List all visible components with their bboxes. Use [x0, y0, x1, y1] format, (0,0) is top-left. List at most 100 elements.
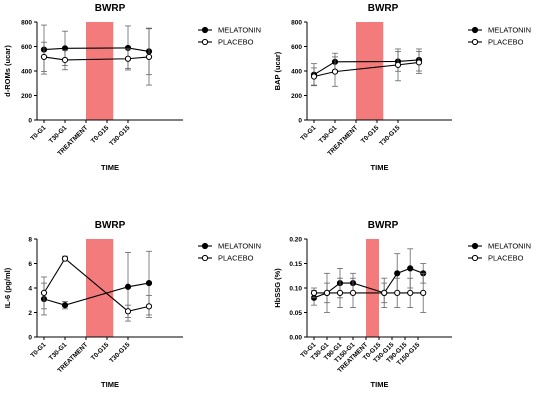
treatment-band [366, 239, 379, 337]
data-point [124, 308, 132, 315]
y-axis-label: BAP (ucar) [273, 51, 282, 90]
x-tick-label: T30-G1 [48, 124, 69, 145]
y-tick-label: 400 [21, 68, 32, 75]
x-tick-label: T0-G1 [29, 341, 47, 359]
legend-marker [471, 242, 479, 250]
y-tick-label: 0.20 [289, 236, 302, 243]
chart-title: BWRP [95, 220, 126, 231]
data-point [124, 55, 132, 62]
data-point [394, 61, 402, 68]
data-point [61, 56, 69, 64]
y-tick-label: 200 [291, 93, 302, 100]
y-tick-label: 8 [28, 236, 32, 243]
y-tick-label: 6 [28, 261, 32, 268]
legend: MELATONIN PLACEBO [468, 242, 531, 263]
data-point [331, 68, 339, 75]
data-point [407, 265, 414, 272]
x-axis-label: TIME [371, 163, 389, 172]
x-tick-label: T0-G15 [90, 341, 111, 362]
x-tick-label: T0-G1 [29, 124, 47, 142]
y-tick-label: 400 [291, 68, 302, 75]
series-placebo [310, 48, 423, 87]
legend-entry: PLACEBO [488, 38, 524, 47]
series-line [43, 282, 150, 306]
x-axis-label: TIME [101, 380, 119, 389]
data-point [145, 303, 153, 310]
legend: MELATONIN PLACEBO [468, 26, 531, 47]
x-axis-label: TIME [371, 380, 389, 389]
y-axis-label: d-ROMs (ucar) [3, 45, 12, 97]
data-point [420, 289, 427, 296]
series-placebo [40, 255, 153, 318]
y-tick-label: 800 [291, 19, 302, 26]
legend-entry: PLACEBO [218, 38, 254, 47]
data-point [394, 289, 401, 296]
y-tick-label: 600 [21, 44, 32, 51]
treatment-band [86, 22, 114, 120]
chart-title: BWRP [368, 220, 399, 231]
y-tick-label: 200 [21, 93, 32, 100]
legend-entry: MELATONIN [488, 242, 531, 251]
legend-marker [471, 38, 479, 46]
data-point [381, 289, 388, 296]
data-point [145, 280, 153, 287]
data-point [394, 270, 401, 277]
legend: MELATONIN PLACEBO [198, 26, 261, 47]
legend: MELATONIN PLACEBO [198, 242, 261, 263]
series-line [43, 56, 150, 61]
y-tick-label: 0 [298, 117, 302, 124]
data-point [415, 59, 423, 66]
legend-marker [471, 26, 479, 34]
y-tick-label: 0 [28, 334, 32, 341]
y-axis-label: IL-6 (pg/ml) [3, 267, 12, 308]
legend-marker [201, 254, 209, 262]
chart-panel-4: 0.000.050.100.150.20T0-G1T30-G1T90-G1T15… [273, 220, 531, 389]
chart-title: BWRP [95, 3, 126, 14]
data-point [407, 289, 414, 296]
data-point [61, 302, 69, 309]
x-tick-label: T30-G15 [378, 124, 401, 147]
data-point [349, 289, 357, 296]
data-point [124, 283, 132, 290]
y-tick-label: 0.10 [289, 285, 302, 292]
y-tick-label: 0.15 [289, 261, 302, 268]
legend-entry: PLACEBO [488, 254, 524, 263]
x-tick-label: T0-G15 [360, 124, 381, 145]
data-point [310, 289, 318, 296]
data-point [145, 53, 153, 61]
legend-marker [201, 242, 209, 250]
legend-entry: MELATONIN [218, 242, 261, 251]
data-point [336, 289, 344, 296]
series-line [313, 61, 420, 78]
y-axis-label: HbSSG (%) [273, 268, 282, 308]
y-tick-label: 2 [28, 310, 32, 317]
legend-marker [201, 38, 209, 46]
legend-entry: MELATONIN [488, 26, 531, 35]
x-tick-label: T30-G1 [318, 124, 339, 145]
series-line [43, 257, 150, 312]
series-placebo [310, 272, 427, 313]
data-point [40, 289, 48, 296]
data-point [40, 53, 48, 61]
data-point [310, 73, 318, 80]
legend-entry: PLACEBO [218, 254, 254, 263]
series-line [43, 47, 150, 52]
data-point [61, 255, 69, 262]
y-tick-label: 800 [21, 19, 32, 26]
treatment-band [356, 22, 384, 120]
series-placebo [40, 28, 153, 86]
x-axis-label: TIME [101, 163, 119, 172]
x-tick-label: T30-G15 [108, 124, 131, 147]
legend-marker [471, 254, 479, 262]
y-tick-label: 0 [28, 117, 32, 124]
x-tick-label: T0-G1 [299, 124, 317, 142]
x-tick-label: T30-G1 [48, 341, 69, 362]
legend-entry: MELATONIN [218, 26, 261, 35]
chart-title: BWRP [368, 3, 399, 14]
y-tick-label: 600 [291, 44, 302, 51]
